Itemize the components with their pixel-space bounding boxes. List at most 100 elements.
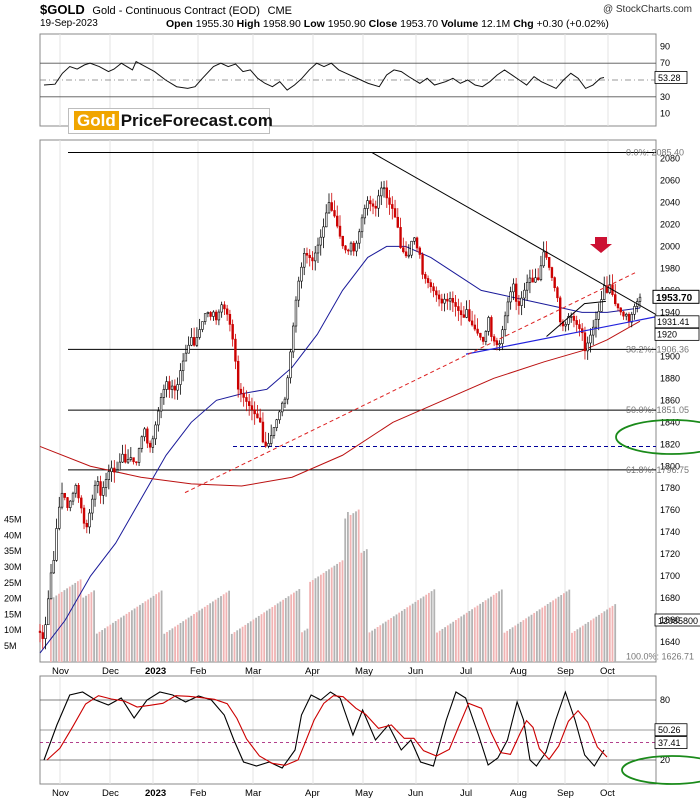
candle-body: [261, 421, 265, 443]
volume-bar: [249, 621, 252, 662]
candle-body: [292, 325, 295, 353]
stoch-d-line: [46, 695, 608, 766]
candle-body: [622, 311, 625, 317]
volume-bar: [352, 513, 355, 662]
volume-bar: [460, 616, 463, 662]
volume-bar: [552, 600, 554, 662]
candle-body: [509, 291, 512, 303]
ticker-description: Gold - Continuous Contract (EOD): [92, 5, 260, 17]
candle-body: [294, 299, 298, 327]
volume-bar: [274, 605, 276, 662]
candle-body: [314, 252, 317, 262]
candle-body: [539, 265, 543, 280]
open-value: 1955.30: [195, 18, 234, 30]
volume-bar: [568, 589, 571, 662]
candle-body: [377, 195, 380, 209]
volume-tick-label: 45M: [4, 515, 22, 525]
candle-body: [630, 313, 633, 323]
candle-body: [214, 311, 218, 321]
price-tick-label: 1680: [660, 593, 680, 603]
candle-body: [440, 298, 444, 304]
volume-bar: [425, 594, 428, 662]
candle-body: [465, 309, 468, 318]
candle-body: [481, 337, 485, 342]
volume-bar: [247, 623, 249, 662]
volume-bar: [379, 625, 382, 662]
candle-body: [82, 507, 86, 524]
candle-body: [80, 497, 83, 509]
volume-bar: [595, 616, 598, 662]
price-month-label: May: [355, 666, 373, 677]
candle-body: [506, 301, 510, 317]
candle-body: [110, 467, 113, 473]
candle-body: [501, 329, 504, 344]
volume-bar: [77, 581, 79, 662]
volume-bar: [401, 610, 403, 662]
resistance-trendline: [371, 152, 657, 316]
candle-body: [473, 324, 477, 330]
candle-body: [198, 329, 201, 338]
volume-bar: [158, 592, 160, 662]
candle-body: [239, 388, 243, 394]
candle-body: [531, 277, 534, 283]
stoch-month-label: 2023: [145, 788, 166, 799]
candle-body: [490, 317, 493, 337]
price-month-label: Dec: [102, 666, 119, 677]
volume-bar: [406, 607, 409, 662]
candle-body: [421, 254, 424, 275]
candle-body: [231, 324, 234, 340]
candle-body: [49, 572, 53, 600]
volume-bar: [392, 616, 395, 662]
volume-bar: [538, 609, 541, 662]
volume-bar: [268, 608, 271, 662]
candle-body: [60, 492, 64, 508]
volume-bar: [147, 599, 149, 662]
candle-body: [352, 242, 355, 252]
volume-bar: [436, 632, 438, 662]
volume-bar: [482, 602, 484, 662]
volume-bar: [98, 631, 101, 662]
candle-body: [77, 485, 80, 499]
overlay-label: 1931.41: [657, 317, 690, 327]
candle-body: [209, 312, 212, 317]
candle-body: [63, 492, 66, 498]
candle-body: [283, 398, 287, 404]
candle-body: [322, 226, 325, 238]
price-tick-label: 1880: [660, 373, 680, 383]
volume-bar: [195, 612, 198, 662]
price-tick-label: 1980: [660, 263, 680, 273]
candle-body: [347, 249, 350, 252]
volume-bar: [168, 630, 171, 662]
volume-bar: [395, 614, 398, 662]
rsi-last-label: 53.28: [658, 73, 681, 83]
candle-body: [107, 471, 111, 480]
candle-body: [520, 297, 523, 306]
volume-bar: [301, 632, 303, 662]
price-tick-label: 1940: [660, 307, 680, 317]
volume-bar: [317, 576, 320, 662]
volume-bar: [487, 598, 490, 662]
candle-body: [58, 506, 61, 529]
volume-bar: [257, 615, 260, 662]
volume-bar: [222, 594, 225, 662]
candle-body: [435, 290, 438, 296]
candle-body: [330, 202, 333, 211]
candle-body: [187, 344, 190, 354]
volume-bar: [344, 518, 347, 662]
candle-body: [495, 340, 499, 346]
candle-body: [432, 286, 435, 292]
volume-bar: [465, 612, 468, 662]
volume-bar: [500, 589, 503, 662]
candle-body: [512, 283, 515, 293]
logo-gold: Gold: [74, 111, 119, 130]
volume-bar: [438, 630, 441, 662]
candle-body: [41, 632, 44, 639]
candle-body: [355, 242, 358, 252]
candle-body: [228, 313, 232, 325]
candle-body: [358, 231, 361, 244]
candle-body: [69, 500, 72, 508]
candle-body: [567, 316, 570, 325]
volume-bar: [338, 562, 341, 662]
volume-bar: [457, 618, 460, 662]
